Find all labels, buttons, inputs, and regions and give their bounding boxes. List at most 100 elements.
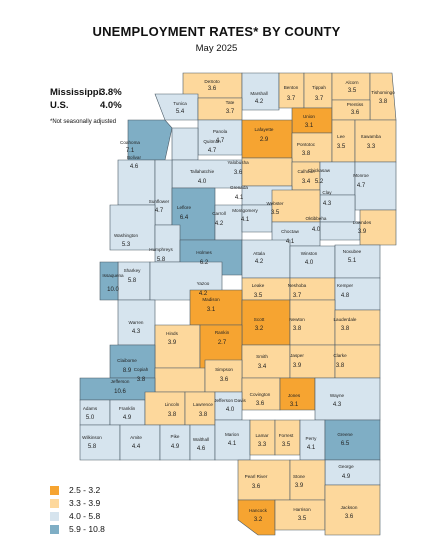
county-value-label: 3.8 bbox=[336, 363, 345, 369]
county-value-label: 3.4 bbox=[302, 179, 311, 185]
county-value-label: 4.2 bbox=[199, 291, 208, 297]
county-quitman bbox=[171, 127, 199, 161]
legend-swatch bbox=[50, 525, 59, 534]
county-lee bbox=[331, 119, 356, 163]
county-value-label: 3.6 bbox=[208, 86, 217, 92]
county-name-label: Leflore bbox=[177, 205, 191, 210]
county-value-label: 4.7 bbox=[208, 148, 217, 154]
stat-value: 3.8% bbox=[100, 87, 122, 98]
county-value-label: 3.1 bbox=[305, 123, 314, 129]
county-value-label: 4.1 bbox=[235, 195, 244, 201]
county-value-label: 5.8 bbox=[157, 257, 166, 263]
county-name-label: Quitman bbox=[203, 139, 221, 144]
county-greene bbox=[324, 419, 381, 461]
county-name-label: Union bbox=[303, 114, 315, 119]
county-value-label: 3.6 bbox=[256, 401, 265, 407]
county-value-label: 3.5 bbox=[298, 516, 307, 522]
county-attala bbox=[241, 239, 291, 279]
county-value-label: 4.2 bbox=[215, 221, 224, 227]
county-name-label: Amite bbox=[130, 435, 142, 440]
county-name-label: Kemper bbox=[337, 283, 354, 288]
county-marshall bbox=[241, 72, 280, 111]
county-name-label: Carroll bbox=[212, 211, 226, 216]
county-name-label: Alcorn bbox=[345, 80, 358, 85]
county-name-label: Grenada bbox=[230, 185, 248, 190]
county-leake bbox=[241, 277, 291, 301]
county-name-label: DeSoto bbox=[204, 79, 220, 84]
county-name-label: Tunica bbox=[173, 101, 187, 106]
county-value-label: 4.0 bbox=[305, 260, 314, 266]
county-scott bbox=[241, 299, 291, 346]
map-subtitle: May 2025 bbox=[195, 43, 238, 54]
county-name-label: Lawrence bbox=[193, 402, 213, 407]
county-name-label: Covington bbox=[250, 392, 271, 397]
county-name-label: Franklin bbox=[119, 406, 136, 411]
county-smith bbox=[241, 344, 291, 379]
county-value-label: 3.7 bbox=[226, 109, 235, 115]
county-name-label: Chickasaw bbox=[308, 168, 331, 173]
county-value-label: 4.0 bbox=[226, 407, 235, 413]
county-value-label: 4.8 bbox=[341, 293, 350, 299]
county-value-label: 3.8 bbox=[293, 326, 302, 332]
county-clarke bbox=[334, 344, 381, 379]
county-yalobusha bbox=[241, 157, 293, 187]
county-value-label: 5.2 bbox=[315, 179, 324, 185]
county-value-label: 5.0 bbox=[86, 415, 95, 421]
county-value-label: 3.5 bbox=[337, 144, 346, 150]
county-name-label: Stone bbox=[293, 474, 305, 479]
county-name-label: Holmes bbox=[196, 250, 212, 255]
county-pontotoc bbox=[291, 132, 333, 163]
county-name-label: Winston bbox=[301, 251, 318, 256]
county-copiah bbox=[154, 367, 206, 393]
county-value-label: 6.4 bbox=[180, 215, 189, 221]
county-name-label: Lamar bbox=[255, 433, 268, 438]
stat-mississippi: Mississippi 3.8% bbox=[50, 87, 130, 98]
county-value-label: 3.9 bbox=[293, 363, 302, 369]
county-value-label: 3.9 bbox=[358, 229, 367, 235]
county-value-label: 3.8 bbox=[137, 377, 146, 383]
county-value-label: 7.1 bbox=[126, 148, 135, 154]
county-value-label: 3.5 bbox=[282, 442, 291, 448]
county-name-label: Humphreys bbox=[149, 247, 173, 252]
county-name-label: Webster bbox=[266, 201, 283, 206]
map-title: UNEMPLOYMENT RATES* BY COUNTY bbox=[92, 24, 341, 39]
county-name-label: Marion bbox=[225, 432, 239, 437]
county-wilkinson bbox=[79, 424, 121, 461]
county-value-label: 3.8 bbox=[199, 412, 208, 418]
legend-label: 3.3 - 3.9 bbox=[69, 498, 101, 508]
county-name-label: Lincoln bbox=[165, 402, 180, 407]
county-value-label: 5.4 bbox=[176, 109, 185, 115]
county-name-label: Claiborne bbox=[117, 358, 137, 363]
county-value-label: 3.6 bbox=[252, 484, 261, 490]
county-value-label: 3.6 bbox=[234, 170, 243, 176]
legend-swatch bbox=[50, 499, 59, 508]
county-value-label: 4.2 bbox=[255, 259, 264, 265]
county-name-label: Bolivar bbox=[127, 155, 142, 160]
county-value-label: 4.7 bbox=[357, 183, 366, 189]
county-value-label: 3.5 bbox=[348, 88, 357, 94]
county-value-label: 4.0 bbox=[198, 179, 207, 185]
county-name-label: Jackson bbox=[341, 505, 358, 510]
county-value-label: 3.7 bbox=[287, 96, 296, 102]
county-adams bbox=[79, 399, 111, 426]
county-amite bbox=[119, 424, 161, 461]
county-name-label: Panola bbox=[213, 129, 228, 134]
county-benton bbox=[278, 72, 305, 109]
county-value-label: 3.6 bbox=[345, 514, 354, 520]
county-tippah bbox=[303, 72, 333, 109]
county-jefferson-davis bbox=[214, 391, 243, 421]
county-name-label: Pontotoc bbox=[297, 142, 316, 147]
county-value-label: 4.3 bbox=[132, 329, 141, 335]
county-value-label: 4.9 bbox=[342, 474, 351, 480]
stat-label: U.S. bbox=[50, 100, 69, 111]
county-name-label: Madison bbox=[202, 297, 220, 302]
county-name-label: Smith bbox=[256, 354, 268, 359]
county-value-label: 3.5 bbox=[271, 210, 280, 216]
county-value-label: 4.6 bbox=[197, 446, 206, 452]
county-name-label: Yalobusha bbox=[227, 160, 249, 165]
county-name-label: Yazoo bbox=[197, 281, 210, 286]
county-value-label: 3.8 bbox=[168, 412, 177, 418]
county-marion bbox=[214, 419, 251, 461]
county-value-label: 3.1 bbox=[290, 402, 299, 408]
